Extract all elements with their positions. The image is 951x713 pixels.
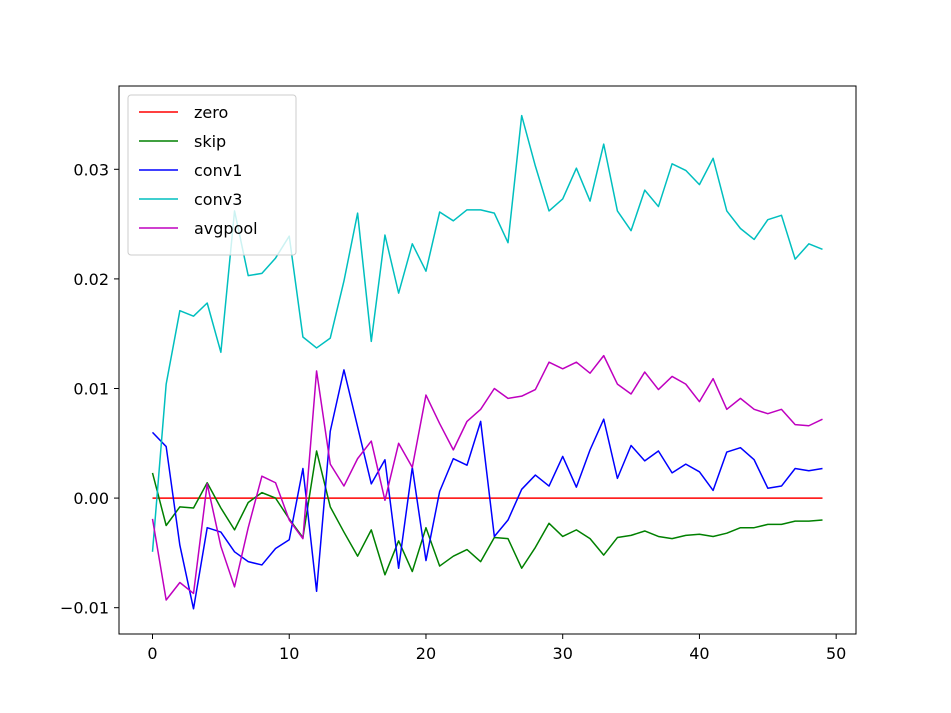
- series-line-avgpool: [151, 354, 823, 601]
- series-line-conv3: [151, 114, 823, 552]
- y-axis: −0.01 0.00 0.01 0.02 0.03: [60, 160, 119, 618]
- x-tick-label: 40: [689, 644, 709, 663]
- x-axis: 0 10 20 30 40 50: [147, 634, 846, 663]
- y-tick-label: 0.03: [73, 160, 109, 179]
- series-line-skip: [151, 450, 823, 576]
- series-line-conv1: [151, 369, 823, 610]
- x-tick-label: 20: [416, 644, 436, 663]
- series-layer: [151, 114, 823, 610]
- legend-label-skip: skip: [194, 132, 226, 151]
- x-tick-label: 50: [826, 644, 846, 663]
- legend-label-conv3: conv3: [194, 190, 242, 209]
- legend-label-conv1: conv1: [194, 161, 242, 180]
- x-tick-label: 10: [279, 644, 299, 663]
- x-tick-label: 0: [147, 644, 157, 663]
- y-tick-label: 0.02: [73, 270, 109, 289]
- legend-box: [127, 94, 297, 256]
- y-tick-label: 0.01: [73, 379, 109, 398]
- plot-frame: [118, 85, 857, 635]
- legend-label-zero: zero: [194, 103, 228, 122]
- legend: zero skip conv1 conv3 avgpool: [127, 94, 297, 256]
- y-tick-label: −0.01: [60, 599, 109, 618]
- y-tick-label: 0.00: [73, 489, 109, 508]
- x-tick-label: 30: [553, 644, 573, 663]
- legend-label-avgpool: avgpool: [194, 219, 258, 238]
